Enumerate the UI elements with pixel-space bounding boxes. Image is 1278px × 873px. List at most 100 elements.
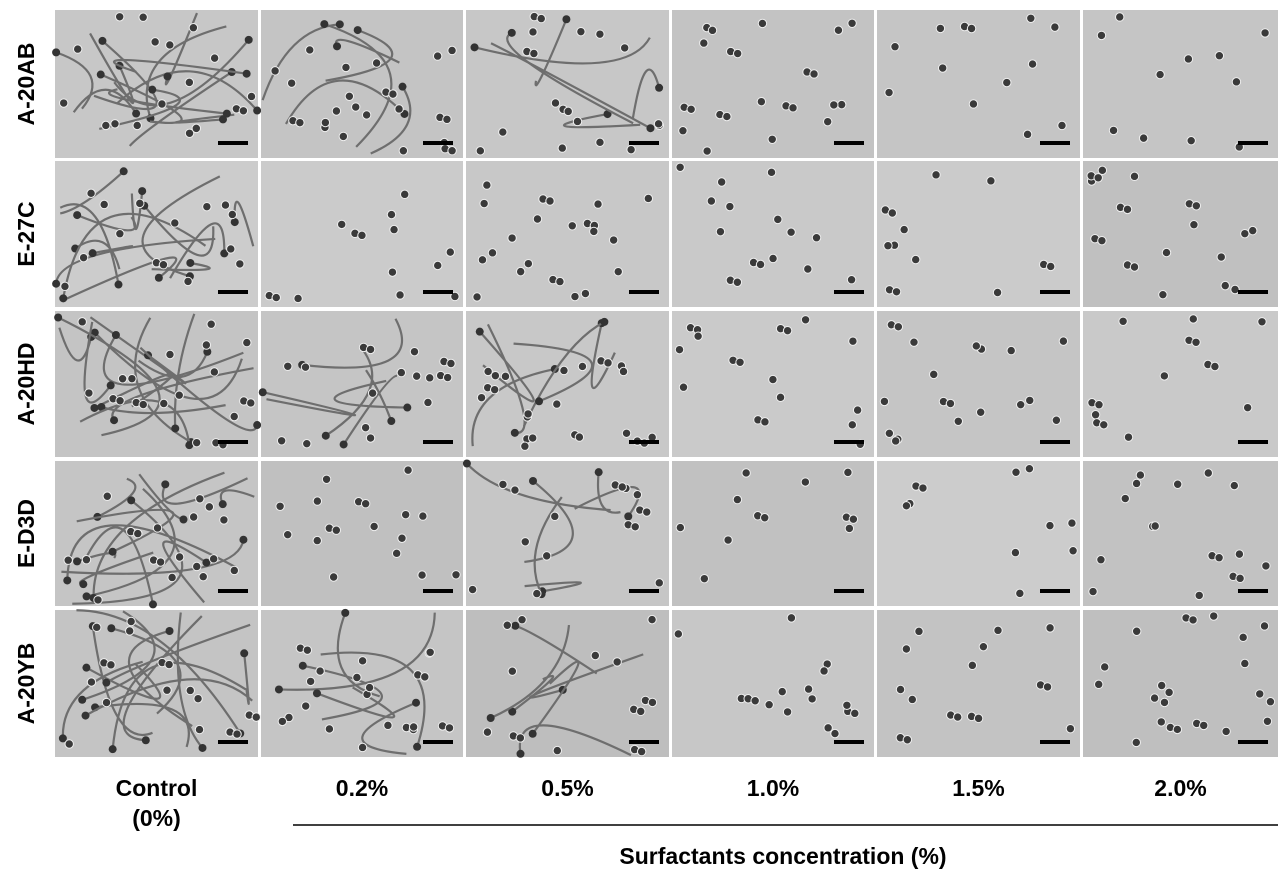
spore (163, 72, 172, 81)
hypha (72, 88, 138, 115)
spore (993, 625, 1003, 636)
spore (883, 241, 893, 251)
spore (275, 501, 285, 512)
spore (836, 99, 847, 110)
spore (590, 650, 601, 661)
spore (1191, 201, 1202, 211)
spore (164, 659, 174, 670)
spore (498, 127, 508, 137)
spore (201, 340, 212, 350)
spore (750, 696, 760, 706)
spore (357, 656, 368, 666)
spore (907, 694, 917, 705)
spore (1094, 679, 1104, 690)
spore (735, 357, 745, 367)
spore (1248, 225, 1258, 236)
spore (338, 131, 349, 142)
spore (1189, 220, 1199, 230)
spore (331, 106, 342, 116)
hypha (365, 369, 393, 422)
spore (125, 626, 135, 636)
hypha (55, 237, 216, 284)
scale-bar (1040, 589, 1070, 593)
spore (114, 12, 125, 22)
hypha (262, 391, 357, 417)
spore (283, 361, 293, 371)
spore (732, 494, 743, 505)
micrograph-background (55, 10, 258, 158)
spore (361, 110, 372, 120)
spore (1068, 546, 1078, 556)
hypha (111, 661, 247, 750)
hypha (478, 330, 535, 403)
spore (239, 535, 248, 544)
spore (1015, 399, 1026, 410)
spore (1002, 77, 1012, 88)
spore (477, 255, 488, 265)
spore (360, 499, 371, 509)
spore (1088, 586, 1098, 597)
hypha (99, 88, 181, 130)
spore (1090, 410, 1101, 420)
hypha (113, 39, 250, 107)
spore (138, 12, 148, 22)
hypha (128, 71, 233, 147)
spore (1259, 621, 1270, 631)
scale-bar (218, 290, 248, 294)
spore (425, 647, 435, 657)
micrograph-background (466, 461, 669, 606)
spore (887, 208, 898, 218)
spore (238, 106, 249, 116)
micrograph (1083, 311, 1278, 457)
spore (1096, 30, 1107, 41)
spore (445, 247, 455, 257)
spore (240, 649, 249, 658)
spore (188, 512, 199, 522)
spore (1210, 361, 1220, 372)
spore (528, 27, 538, 37)
hypha (122, 615, 203, 742)
spore (1262, 716, 1273, 726)
spore (570, 291, 580, 302)
spore (420, 672, 430, 682)
spore (986, 176, 996, 186)
hypha (100, 73, 183, 125)
spore (59, 294, 68, 303)
spore (298, 661, 307, 670)
hypha (514, 624, 598, 675)
spore (1096, 555, 1106, 565)
spore (387, 267, 398, 277)
spore (647, 614, 657, 625)
spore (462, 459, 471, 468)
hypha (61, 660, 143, 739)
row-label: E-D3D (13, 499, 39, 568)
hypha (76, 609, 242, 735)
spore (341, 62, 351, 73)
spore (884, 428, 895, 439)
spore (766, 167, 777, 178)
hypha (81, 610, 156, 701)
hypha (76, 508, 175, 553)
spore (893, 322, 904, 332)
spore (723, 535, 733, 545)
hypha (79, 399, 191, 446)
spore (1045, 520, 1055, 531)
spore (1156, 680, 1167, 691)
spore (126, 616, 136, 627)
spore (417, 570, 427, 580)
spore (773, 214, 783, 225)
spore (636, 746, 647, 757)
spore (413, 742, 422, 751)
spore (507, 233, 517, 243)
spore (312, 689, 321, 698)
spore (369, 521, 379, 532)
spore (383, 720, 393, 731)
spore (115, 228, 125, 239)
hypha (102, 334, 244, 386)
spore (1261, 561, 1271, 571)
spore (242, 337, 252, 348)
micrograph (462, 459, 669, 606)
hypha (490, 624, 571, 719)
